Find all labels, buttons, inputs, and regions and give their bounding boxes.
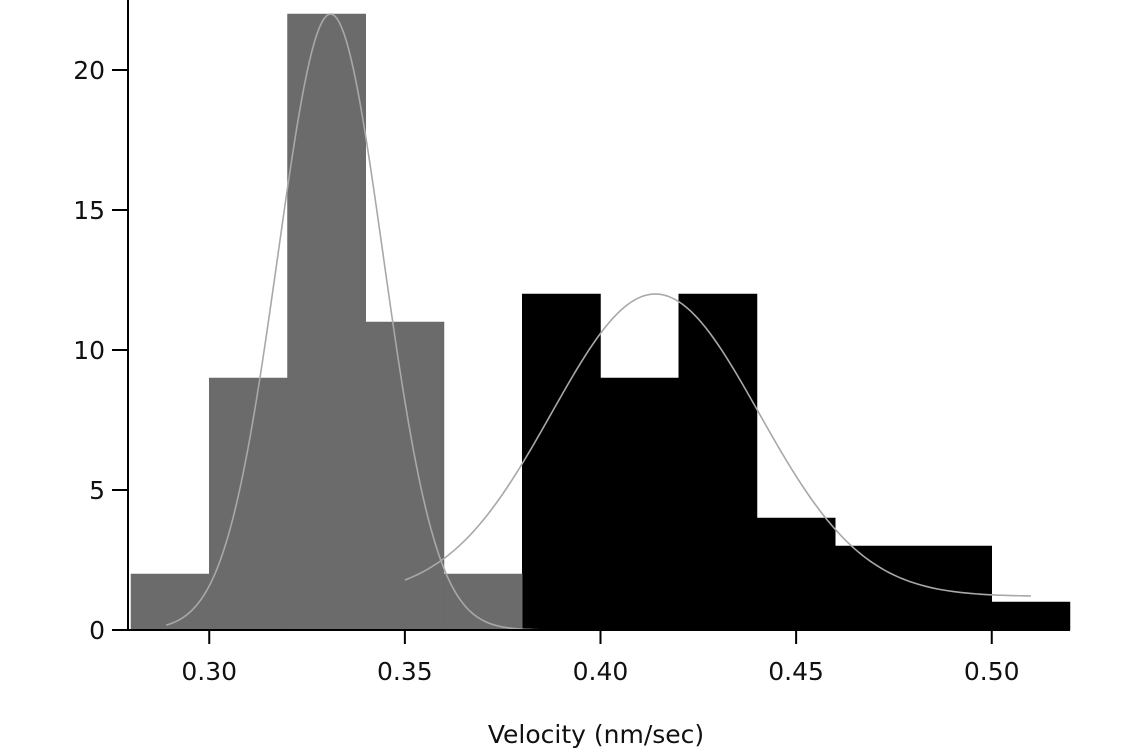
histogram-bar-series2-bin6 — [835, 545, 992, 631]
x-tick-label: 0.45 — [768, 657, 824, 686]
histogram-bar-series2-bin7 — [991, 601, 1071, 631]
histogram-bar-series1-bin2 — [209, 377, 288, 631]
histogram-bar-series2-bin5 — [756, 517, 836, 631]
histogram-bar-series2-bin2 — [522, 293, 601, 631]
x-tick-label: 0.35 — [377, 657, 433, 686]
gaussian-fit-curve-series1 — [165, 13, 562, 631]
x-axis-title: Velocity (nm/sec) — [488, 720, 704, 749]
x-tick-label: 0.30 — [181, 657, 237, 686]
x-tick-label: 0.40 — [573, 657, 629, 686]
axes: 0 5 10 15 20 0.30 0.35 0.40 0.45 0.50 — [73, 0, 1070, 686]
histogram-bar-series2-bin3 — [600, 377, 679, 631]
y-tick-label: 10 — [73, 336, 105, 365]
y-tick-label: 15 — [73, 196, 105, 225]
gaussian-fit-curve-series2 — [404, 293, 1031, 597]
histogram-bar-series1-bin5 — [443, 573, 523, 631]
y-tick-label: 0 — [89, 616, 105, 645]
histogram-bar-series1-bin3 — [287, 13, 366, 631]
fit-curves-layer — [165, 13, 1031, 631]
x-tick-label: 0.50 — [964, 657, 1020, 686]
y-tick-label: 20 — [73, 56, 105, 85]
y-tick-label: 5 — [89, 476, 105, 505]
histogram-bar-series1-bin1 — [130, 573, 210, 631]
histogram-bar-series2-bin4 — [678, 293, 758, 631]
histogram-bar-series1-bin4 — [365, 321, 445, 631]
bars-layer — [130, 13, 1071, 631]
